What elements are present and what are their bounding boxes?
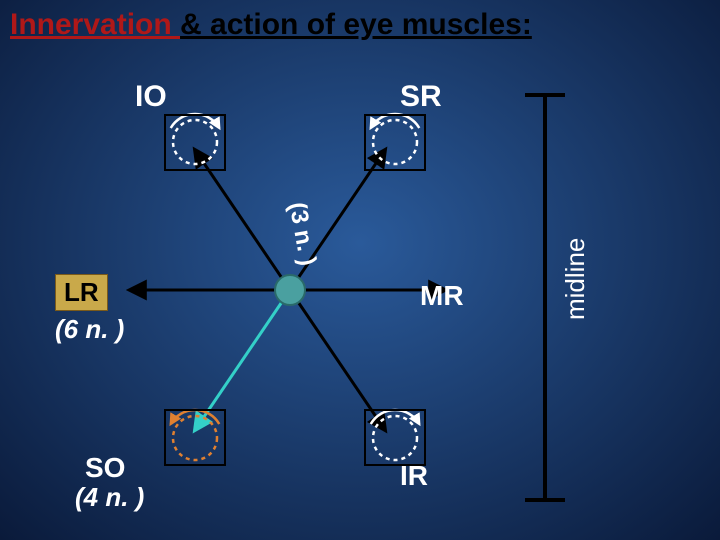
label-mr: MR	[420, 280, 464, 312]
label-sr: SR	[400, 80, 442, 114]
rotation-circle-io	[173, 120, 217, 164]
label-so: SO	[85, 452, 125, 484]
rotation-arrow-sr	[371, 114, 419, 128]
rotation-arrow-so	[171, 410, 219, 424]
rotation-circle-so	[173, 416, 217, 460]
label-ir: IR	[400, 460, 428, 492]
label-lr-chip: LR	[55, 274, 108, 311]
rotation-arrow-io	[171, 114, 219, 128]
rotation-circle-sr	[373, 120, 417, 164]
midline-line	[525, 95, 565, 500]
label-lr-sub: (6 n. )	[55, 314, 124, 345]
label-io: IO	[135, 80, 167, 114]
center-dot	[275, 275, 305, 305]
label-so-sub: (4 n. )	[75, 482, 144, 513]
label-midline: midline	[560, 238, 591, 320]
